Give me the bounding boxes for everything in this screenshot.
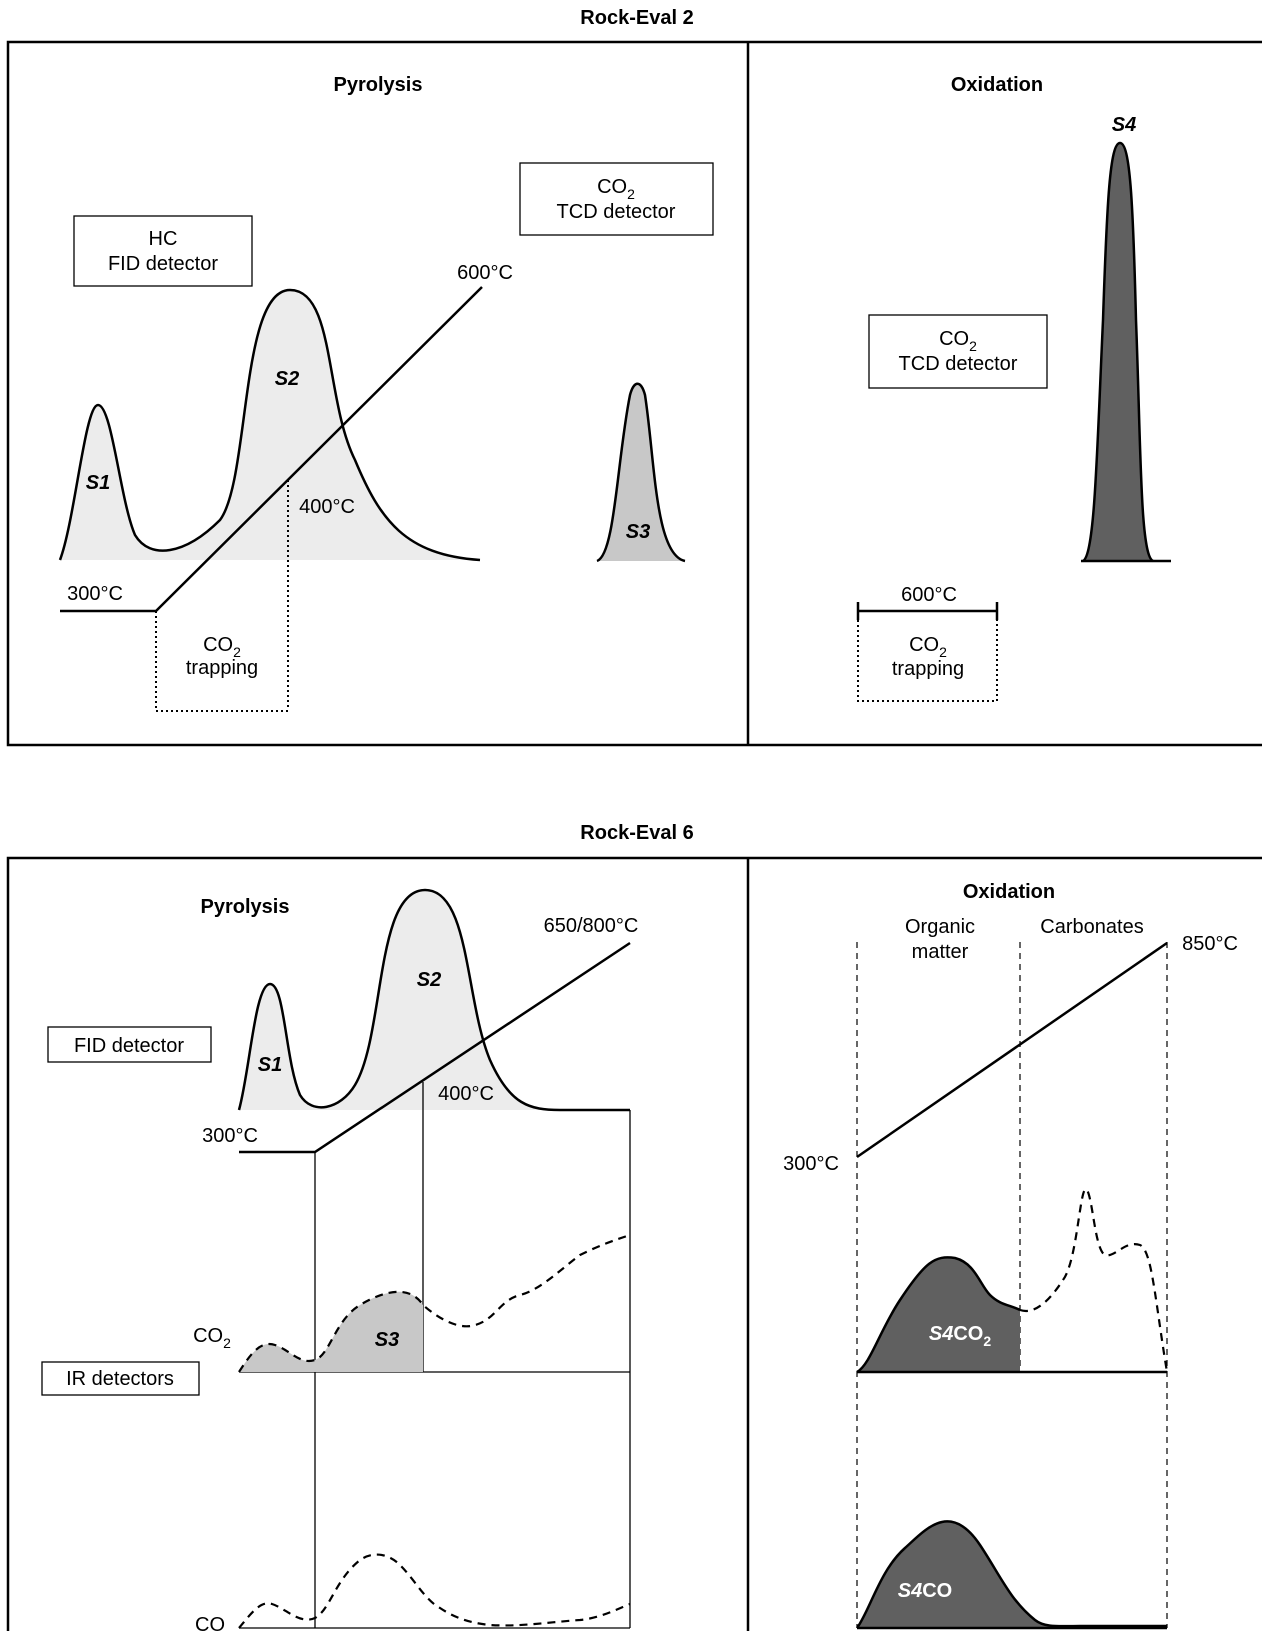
rock-eval-6-frame (6, 856, 1262, 1631)
re6-temp-850-label: 850°C (1182, 933, 1238, 955)
co-text: CO (953, 1323, 983, 1345)
re2-peak-s1-label: S1 (86, 472, 110, 494)
co-text: CO (597, 176, 627, 198)
co-text: CO (193, 1325, 223, 1347)
co-text: CO (922, 1580, 952, 1602)
re6-oxidation-title: Oxidation (963, 881, 1055, 903)
subscript-2: 2 (627, 186, 635, 202)
re6-s1-s2-fill (239, 890, 560, 1110)
re2-tcd-box-line1: CO2 (597, 176, 635, 202)
re6-s3-fill (315, 1291, 423, 1372)
re6-ir-detector-box (41, 1361, 200, 1396)
subscript-2: 2 (969, 338, 977, 354)
re6-organic-matter-line2: matter (912, 941, 969, 963)
re2-tcd-detector-box (519, 162, 714, 236)
re2-s4-trace (1082, 141, 1154, 563)
subscript-2: 2 (939, 644, 947, 660)
re6-peak-s2-label: S2 (417, 969, 441, 991)
re2-ox-co2-trap-box (857, 620, 998, 702)
re2-temp-400-label: 400°C (299, 496, 355, 518)
re6-fid-trace (237, 888, 630, 1112)
re2-trapping-label: trapping (186, 657, 258, 679)
re2-temp-600-label: 600°C (457, 262, 513, 284)
re2-s4-fill (1083, 143, 1153, 561)
re6-carbonates-trace (1019, 1188, 1169, 1373)
re2-ox-tcd-detector-box (868, 314, 1048, 389)
re2-fid-box-line1: HC (149, 228, 178, 250)
re6-s4co2-label: S4CO2 (929, 1323, 991, 1349)
re2-oxidation-title: Oxidation (951, 74, 1043, 96)
rock-eval-2-title: Rock-Eval 2 (580, 7, 693, 29)
re6-co-label: CO (195, 1614, 225, 1631)
re2-temp-300-label: 300°C (67, 583, 123, 605)
re6-s4co-fill (857, 1521, 1167, 1628)
re2-s3-fill (597, 383, 685, 561)
re6-temp-300-ox-label: 300°C (783, 1153, 839, 1175)
re2-peak-s4-label: S4 (1112, 114, 1136, 136)
re2-s1-s2-fill (60, 290, 480, 560)
re6-fid-detector-box (47, 1026, 212, 1063)
re2-fid-trace (58, 288, 481, 562)
re2-fid-detector-box (73, 215, 253, 287)
re6-co2-label: CO2 (193, 1325, 231, 1351)
re6-peak-s3-label: S3 (375, 1329, 399, 1351)
re6-peak-s1-label: S1 (258, 1054, 282, 1076)
re2-ox-co2-trap-label: CO2 (909, 634, 947, 660)
re6-fid-box-label: FID detector (74, 1035, 184, 1057)
re6-carbonates-label: Carbonates (1040, 916, 1143, 938)
rock-eval-6-title: Rock-Eval 6 (580, 822, 693, 844)
re6-pyrolysis-title: Pyrolysis (201, 896, 290, 918)
re2-co2-trap-box (155, 611, 288, 712)
re6-s4co-trace (855, 1520, 1167, 1629)
re2-ox-trapping-label: trapping (892, 658, 964, 680)
re2-tcd-box-line2: TCD detector (557, 201, 676, 223)
re6-temp-400-label: 400°C (438, 1083, 494, 1105)
subscript-2: 2 (233, 644, 241, 660)
re6-temp-max-label: 650/800°C (544, 915, 639, 937)
re2-fid-box-line2: FID detector (108, 253, 218, 275)
re6-s4co-label: S4CO (898, 1580, 952, 1602)
re6-organic-matter-line1: Organic (905, 916, 975, 938)
re2-ox-tcd-line1: CO2 (939, 328, 977, 354)
rock-eval-6-section: Rock-Eval 6 Pyrolysis S1 S2 650/800°C 30… (6, 822, 1262, 1631)
re6-ir-box-label: IR detectors (66, 1368, 174, 1390)
re6-co2-trace (238, 1233, 631, 1373)
re6-temp-300-label: 300°C (202, 1125, 258, 1147)
s4-text: S4 (929, 1323, 953, 1345)
s4-text: S4 (898, 1580, 922, 1602)
re6-co2-s1-fill (239, 1344, 315, 1372)
re2-ox-tcd-line2: TCD detector (899, 353, 1018, 375)
re6-s4co2-trace (856, 1256, 1021, 1374)
rock-eval-2-section: Rock-Eval 2 Pyrolysis S1 S2 300°C 400°C … (6, 7, 1262, 747)
re6-co-trace (238, 1553, 631, 1629)
re2-co2-trap-label: CO2 (203, 634, 241, 660)
subscript-2: 2 (983, 1333, 991, 1349)
re2-s3-trace (596, 382, 686, 563)
re2-pyrolysis-title: Pyrolysis (334, 74, 423, 96)
re6-s4co2-fill (857, 1257, 1020, 1372)
rock-eval-2-frame (6, 40, 1262, 747)
subscript-2: 2 (223, 1335, 231, 1351)
re2-ox-temp-600-label: 600°C (901, 584, 957, 606)
re6-ox-temperature-ramp (856, 941, 1168, 1159)
re2-peak-s3-label: S3 (626, 521, 650, 543)
co-text: CO (909, 634, 939, 656)
co-text: CO (939, 328, 969, 350)
re2-peak-s2-label: S2 (275, 368, 299, 390)
co-text: CO (203, 634, 233, 656)
